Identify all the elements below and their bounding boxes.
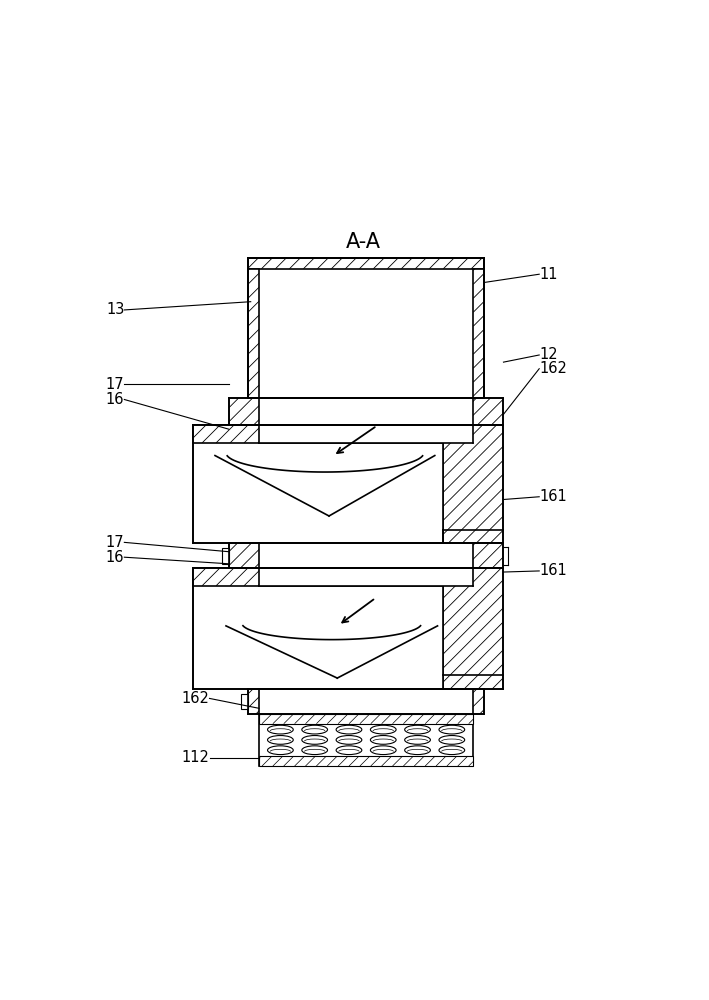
Bar	[259, 543, 474, 568]
Bar	[229, 543, 503, 568]
Text: 13: 13	[106, 302, 124, 317]
Bar	[259, 568, 474, 586]
Bar	[222, 548, 229, 564]
Bar	[259, 714, 474, 724]
Bar	[248, 689, 484, 714]
Text: 16: 16	[106, 392, 124, 407]
Text: 11: 11	[540, 267, 558, 282]
Text: A-A: A-A	[346, 232, 381, 252]
Text: 112: 112	[182, 750, 210, 765]
Bar	[193, 568, 443, 689]
Bar	[259, 258, 474, 398]
Bar	[193, 568, 201, 582]
Text: 161: 161	[540, 563, 567, 578]
Text: 17: 17	[106, 377, 124, 392]
Bar	[248, 258, 484, 269]
Bar	[248, 269, 259, 398]
Bar	[241, 694, 248, 709]
Text: 12: 12	[540, 347, 558, 362]
Bar	[193, 428, 201, 442]
Bar	[443, 425, 503, 543]
Bar	[259, 398, 474, 425]
Bar	[259, 425, 474, 443]
Text: 162: 162	[540, 361, 567, 376]
Text: 161: 161	[540, 489, 567, 504]
Text: 162: 162	[182, 691, 210, 706]
Bar	[229, 398, 503, 425]
Bar	[474, 269, 484, 398]
Text: 16: 16	[106, 550, 124, 565]
Bar	[193, 425, 443, 443]
Bar	[259, 689, 474, 714]
Bar	[193, 425, 443, 543]
Bar	[193, 568, 443, 586]
Text: 17: 17	[106, 535, 124, 550]
Bar	[443, 568, 503, 689]
Bar	[259, 756, 474, 766]
Bar	[259, 714, 474, 766]
